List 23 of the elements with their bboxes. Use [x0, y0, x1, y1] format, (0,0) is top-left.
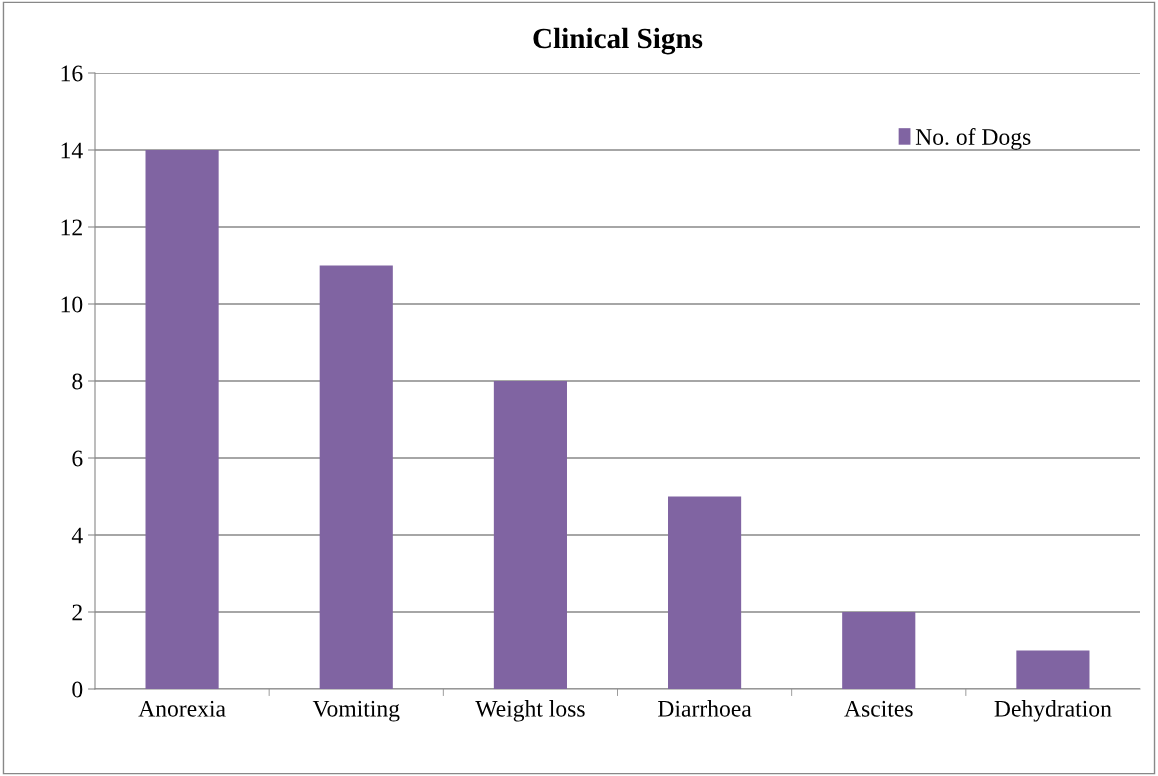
x-tick-label: Ascites: [844, 700, 913, 717]
y-tick-label: 8: [72, 373, 83, 390]
bar: [493, 381, 567, 689]
y-tick-label: 6: [72, 450, 83, 467]
legend-label: No. of Dogs: [915, 128, 1031, 150]
y-tick-label: 12: [61, 219, 82, 236]
x-tick-label: Weight loss: [475, 700, 585, 722]
x-tick-label: Anorexia: [138, 700, 226, 717]
chart-title: Clinical Signs: [533, 27, 703, 55]
y-tick-label: 2: [72, 604, 82, 621]
x-tick-label: Dehydration: [994, 700, 1112, 722]
bar: [668, 496, 742, 689]
x-tick-label: Vomiting: [312, 700, 400, 722]
bar: [842, 612, 916, 689]
y-tick-label: 4: [71, 527, 83, 544]
y-tick-label: 16: [61, 65, 83, 82]
bar: [1016, 650, 1090, 689]
y-tick-label: 14: [61, 142, 83, 159]
y-tick-label: 10: [61, 296, 83, 313]
y-tick-label: 0: [72, 681, 83, 698]
bar: [145, 150, 219, 689]
bar: [319, 265, 393, 689]
x-tick-label: Diarrhoea: [658, 700, 752, 717]
